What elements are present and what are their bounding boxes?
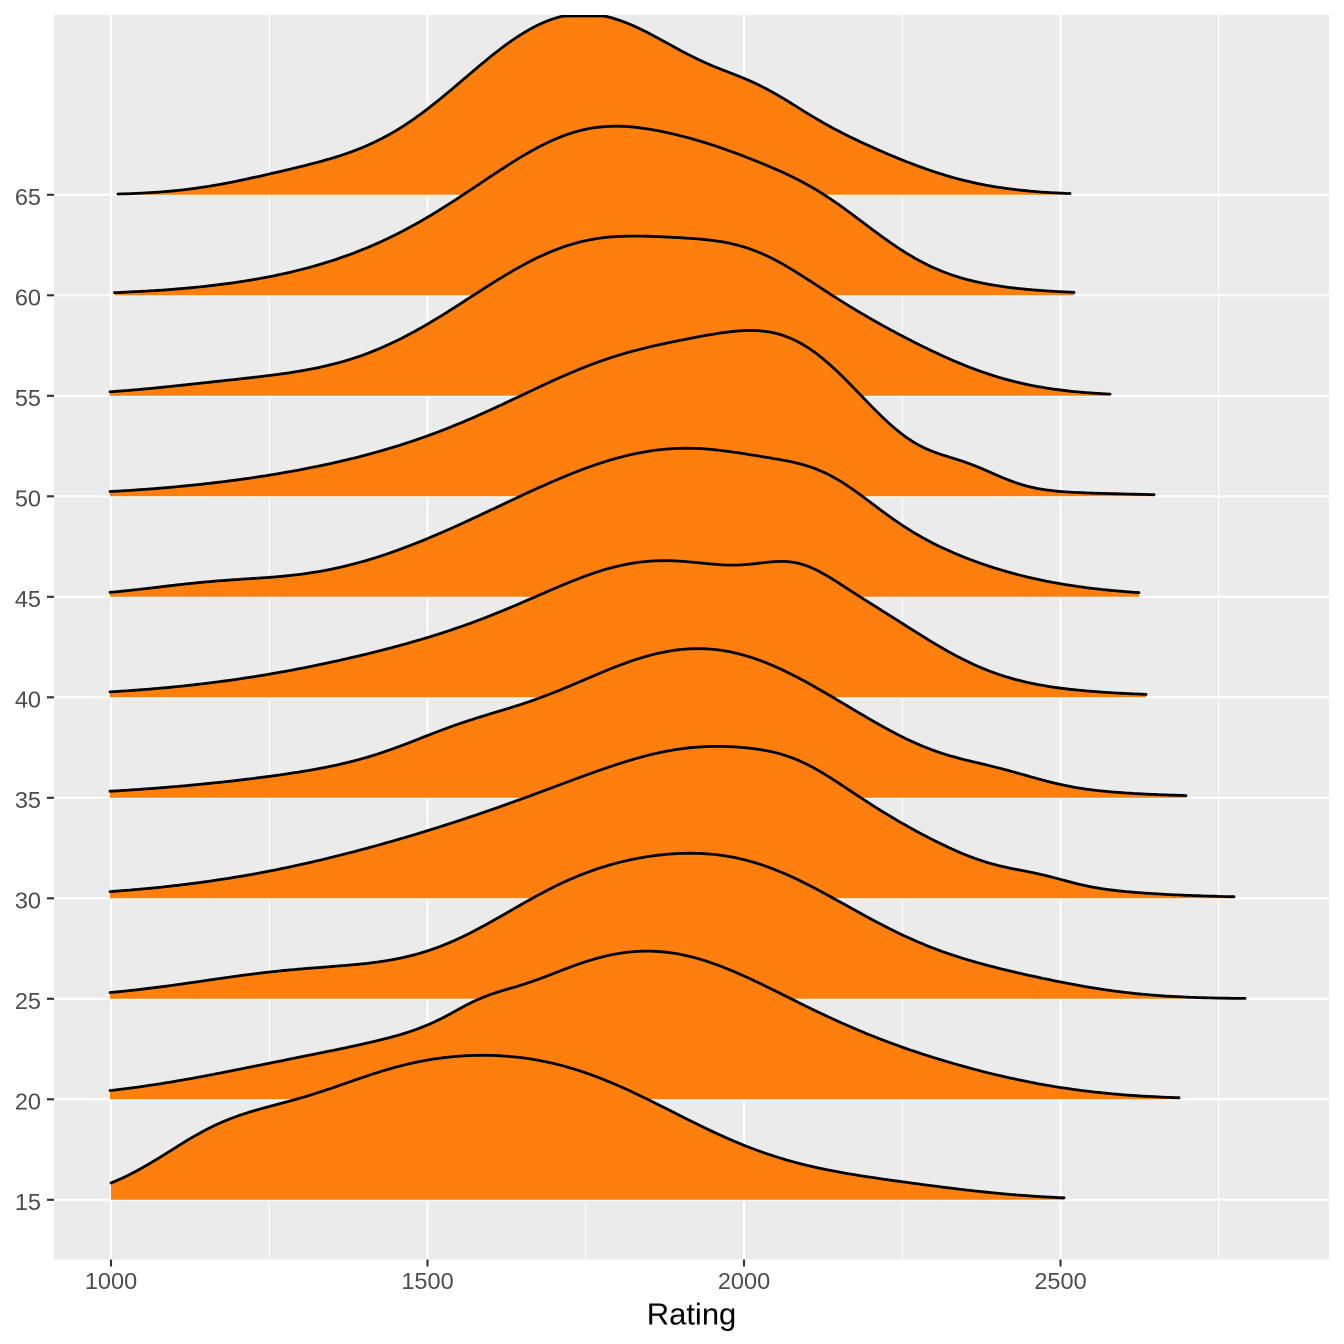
svg-text:55: 55 — [15, 385, 41, 411]
svg-text:20: 20 — [15, 1089, 41, 1115]
svg-text:2500: 2500 — [1034, 1268, 1086, 1294]
svg-text:60: 60 — [15, 285, 41, 311]
svg-text:30: 30 — [15, 888, 41, 914]
svg-text:15: 15 — [15, 1189, 41, 1215]
svg-text:1000: 1000 — [85, 1268, 137, 1294]
svg-text:45: 45 — [15, 586, 41, 612]
svg-text:65: 65 — [15, 184, 41, 210]
svg-text:Rating: Rating — [647, 1297, 737, 1332]
svg-text:50: 50 — [15, 486, 41, 512]
svg-text:35: 35 — [15, 787, 41, 813]
svg-text:40: 40 — [15, 687, 41, 713]
svg-text:25: 25 — [15, 988, 41, 1014]
svg-text:1500: 1500 — [401, 1268, 453, 1294]
svg-text:2000: 2000 — [718, 1268, 770, 1294]
